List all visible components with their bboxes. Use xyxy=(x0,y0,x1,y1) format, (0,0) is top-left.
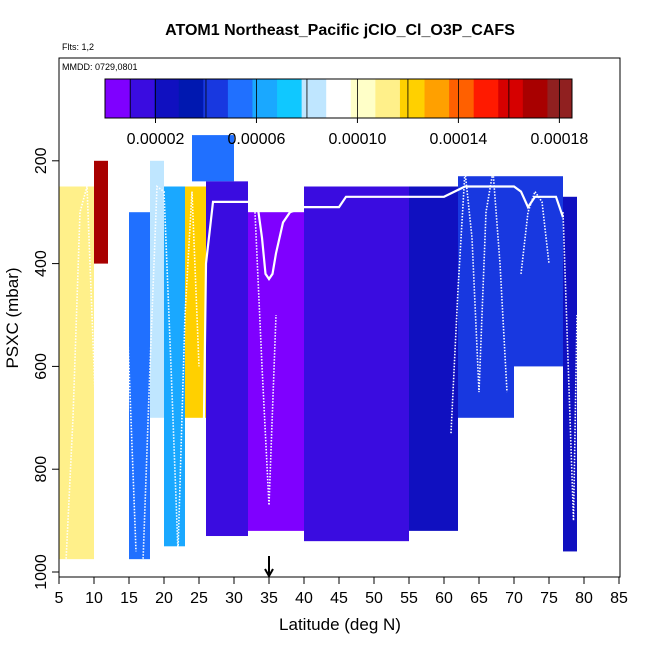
latitude-marker xyxy=(264,556,274,579)
colorbar-swatch-8 xyxy=(301,79,327,118)
heatmap-region-2 xyxy=(108,160,129,393)
colorbar-swatch-18 xyxy=(547,79,573,118)
marker-arrow-head xyxy=(264,568,274,579)
x-tick-label-10: 55 xyxy=(400,590,418,607)
heatmap-region-11 xyxy=(409,186,458,531)
colorbar-swatch-5 xyxy=(227,79,253,118)
colorbar-frame xyxy=(104,78,573,119)
heatmap-region-9 xyxy=(248,212,304,531)
colorbar-swatch-11 xyxy=(375,79,401,118)
flight-profile-dive-8 xyxy=(562,212,578,521)
colorbar: 0.00002 0.00006 0.00010 0.00014 0.00018 xyxy=(104,78,588,148)
heatmap-region-10 xyxy=(304,186,409,542)
x-tick-label-1: 10 xyxy=(85,590,103,607)
dates-label: MMDD: 0729,0801 xyxy=(62,62,138,72)
y-tick-label-1: 400 xyxy=(33,250,50,277)
flight-profile-dive-2 xyxy=(100,185,137,562)
x-tick-label-16: 85 xyxy=(610,590,628,607)
flight-profile-dive-6 xyxy=(450,170,508,434)
heatmap-region-13 xyxy=(514,176,563,367)
heatmap-cells xyxy=(59,135,577,560)
heatmap-region-3 xyxy=(129,212,150,560)
colorbar-swatch-0 xyxy=(105,79,131,118)
colorbar-tick-label-0: 0.00002 xyxy=(127,131,185,148)
x-tick-label-3: 20 xyxy=(155,590,173,607)
x-tick-label-2: 15 xyxy=(120,590,138,607)
colorbar-swatch-13 xyxy=(424,79,450,118)
heatmap-region-12 xyxy=(458,176,514,418)
flight-profile-dive-3 xyxy=(142,184,179,562)
heatmap-region-8 xyxy=(206,181,248,537)
x-tick-label-15: 80 xyxy=(575,590,593,607)
flight-profile-dive-1 xyxy=(65,186,102,562)
y-tick-label-4: 1000 xyxy=(33,554,50,590)
x-tick-label-11: 60 xyxy=(435,590,453,607)
flight-profile-upper-track xyxy=(201,185,565,531)
colorbar-swatch-10 xyxy=(350,79,376,118)
heatmap-region-1 xyxy=(94,160,108,264)
heatmap-region-6 xyxy=(185,186,206,418)
colorbar-swatch-12 xyxy=(399,79,426,118)
x-tick-label-0: 5 xyxy=(55,590,64,607)
y-axis-label: PSXC (mbar) xyxy=(3,267,22,368)
flight-profile-dive-5 xyxy=(254,212,277,506)
heatmap-region-0 xyxy=(59,186,94,560)
heatmap-region-7 xyxy=(192,135,234,182)
x-tick-label-4: 25 xyxy=(190,590,208,607)
chart-title: ATOM1 Northeast_Pacific jClO_Cl_O3P_CAFS xyxy=(165,22,515,39)
y-tick-label-3: 800 xyxy=(33,456,50,483)
flight-profile-dive-4 xyxy=(177,191,200,552)
heatmap-region-14 xyxy=(563,196,577,552)
colorbar-swatch-7 xyxy=(277,79,303,118)
x-axis-label: Latitude (deg N) xyxy=(279,615,401,634)
colorbar-swatch-16 xyxy=(498,79,524,118)
flight-profiles xyxy=(65,170,578,562)
colorbar-tick-label-1: 0.00006 xyxy=(228,131,286,148)
colorbar-swatch-9 xyxy=(326,79,352,118)
y-axis: 200 400 600 800 1000 xyxy=(33,147,60,590)
x-tick-label-12: 65 xyxy=(470,590,488,607)
y-tick-label-0: 200 xyxy=(33,147,50,174)
heatmap-region-5 xyxy=(164,186,185,547)
x-axis: 5 10 15 20 25 30 35 40 45 50 55 60 65 70 75 80 85 xyxy=(55,576,628,607)
flights-label: Flts: 1,2 xyxy=(62,42,94,52)
x-tick-label-13: 70 xyxy=(505,590,523,607)
heatmap-region-4 xyxy=(150,160,164,418)
colorbar-tick-label-4: 0.00018 xyxy=(530,131,588,148)
colorbar-swatch-15 xyxy=(473,79,499,118)
colorbar-swatch-2 xyxy=(154,79,180,118)
colorbar-swatch-4 xyxy=(203,79,229,118)
x-tick-label-14: 75 xyxy=(540,590,558,607)
x-tick-label-6: 35 xyxy=(260,590,278,607)
colorbar-swatch-1 xyxy=(129,79,155,118)
colorbar-tick-label-3: 0.00014 xyxy=(429,131,487,148)
colorbar-swatch-17 xyxy=(522,79,548,118)
x-tick-label-5: 30 xyxy=(225,590,243,607)
flight-profile-dive-7 xyxy=(520,189,550,274)
x-tick-label-9: 50 xyxy=(365,590,383,607)
colorbar-swatch-14 xyxy=(449,79,475,118)
x-tick-label-7: 40 xyxy=(295,590,313,607)
colorbar-tick-label-2: 0.00010 xyxy=(329,131,387,148)
y-tick-label-2: 600 xyxy=(33,353,50,380)
colorbar-swatch-3 xyxy=(178,79,204,118)
x-tick-label-8: 45 xyxy=(330,590,348,607)
